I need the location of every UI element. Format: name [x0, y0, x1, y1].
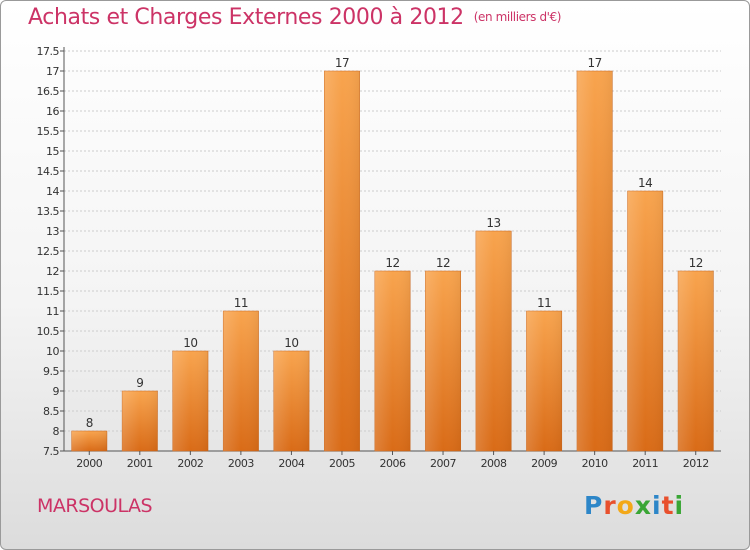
x-tick-label-2008: 2008	[481, 457, 507, 470]
bar-shine-2002	[172, 351, 209, 451]
x-tick-label-2009: 2009	[531, 457, 557, 470]
bar-shine-2011	[627, 191, 663, 451]
x-tick-label-2003: 2003	[228, 457, 254, 470]
proxiti-letter-5: t	[661, 491, 675, 520]
bar-value-label-2010: 17	[588, 56, 602, 70]
y-tick-label-8: 11.5	[37, 285, 60, 298]
y-tick-label-12: 13.5	[37, 205, 60, 218]
y-tick-label-17: 16	[46, 105, 59, 118]
bar-shine-2010	[576, 71, 613, 451]
proxiti-letter-2: o	[616, 491, 635, 520]
bar-value-label-2001: 9	[136, 376, 143, 390]
proxiti-logo: Proxiti	[584, 491, 684, 520]
y-tick-label-13: 14	[46, 185, 59, 198]
bar-value-label-2008: 13	[486, 216, 500, 230]
y-tick-label-20: 17.5	[37, 45, 60, 58]
x-tick-label-2004: 2004	[278, 457, 304, 470]
proxiti-letter-6: i	[674, 491, 685, 520]
x-tick-label-2012: 2012	[683, 457, 709, 470]
bar-shine-2003	[223, 311, 259, 451]
y-tick-label-10: 12.5	[37, 245, 60, 258]
y-tick-label-15: 15	[46, 145, 59, 158]
bar-shine-2006	[374, 271, 411, 451]
y-tick-label-7: 11	[46, 305, 59, 318]
y-tick-label-14: 14.5	[37, 165, 60, 178]
bar-shine-2000	[71, 431, 107, 451]
proxiti-letter-4: i	[652, 491, 662, 520]
y-tick-label-1: 8	[53, 425, 60, 438]
bar-value-label-2007: 12	[436, 256, 450, 270]
commune-name: MARSOULAS	[37, 495, 153, 517]
bar-value-label-2009: 11	[537, 296, 551, 310]
x-tick-label-2010: 2010	[582, 457, 608, 470]
y-tick-label-19: 17	[46, 65, 59, 78]
y-tick-label-2: 8.5	[43, 405, 59, 418]
chart-title: Achats et Charges Externes 2000 à 2012 (e…	[28, 5, 561, 30]
y-tick-label-9: 12	[46, 265, 59, 278]
bar-value-label-2003: 11	[234, 296, 248, 310]
x-tick-label-2001: 2001	[127, 457, 153, 470]
bar-shine-2005	[324, 71, 360, 451]
bar-value-label-2012: 12	[689, 256, 703, 270]
chart-subtitle: (en milliers d'€)	[473, 10, 562, 24]
chart-title-text: Achats et Charges Externes 2000 à 2012	[28, 5, 464, 30]
bar-shine-2001	[122, 391, 158, 451]
x-tick-label-2005: 2005	[329, 457, 355, 470]
bar-shine-2004	[273, 351, 310, 451]
bar-shine-2009	[526, 311, 562, 451]
proxiti-letter-3: x	[634, 491, 652, 520]
bar-value-label-2004: 10	[284, 336, 298, 350]
bar-shine-2012	[678, 271, 714, 451]
bar-value-label-2006: 12	[385, 256, 399, 270]
x-tick-label-2007: 2007	[430, 457, 456, 470]
bar-value-label-2011: 14	[638, 176, 652, 190]
y-tick-label-3: 9	[53, 385, 60, 398]
bar-shine-2007	[425, 271, 461, 451]
y-tick-label-6: 10.5	[37, 325, 60, 338]
x-tick-label-2011: 2011	[632, 457, 658, 470]
y-tick-label-0: 7.5	[43, 445, 59, 458]
x-tick-label-2000: 2000	[76, 457, 102, 470]
bar-value-label-2002: 10	[183, 336, 197, 350]
bar-value-label-2000: 8	[86, 416, 93, 430]
y-tick-label-16: 15.5	[37, 125, 60, 138]
y-tick-label-11: 13	[46, 225, 59, 238]
proxiti-letter-0: P	[584, 491, 604, 520]
y-tick-label-5: 10	[46, 345, 59, 358]
x-tick-label-2002: 2002	[177, 457, 203, 470]
bar-shine-2008	[475, 231, 512, 451]
bar-value-label-2005: 17	[335, 56, 349, 70]
y-tick-label-4: 9.5	[43, 365, 59, 378]
proxiti-letter-1: r	[603, 491, 617, 520]
y-tick-label-18: 16.5	[37, 85, 60, 98]
x-tick-label-2006: 2006	[380, 457, 406, 470]
